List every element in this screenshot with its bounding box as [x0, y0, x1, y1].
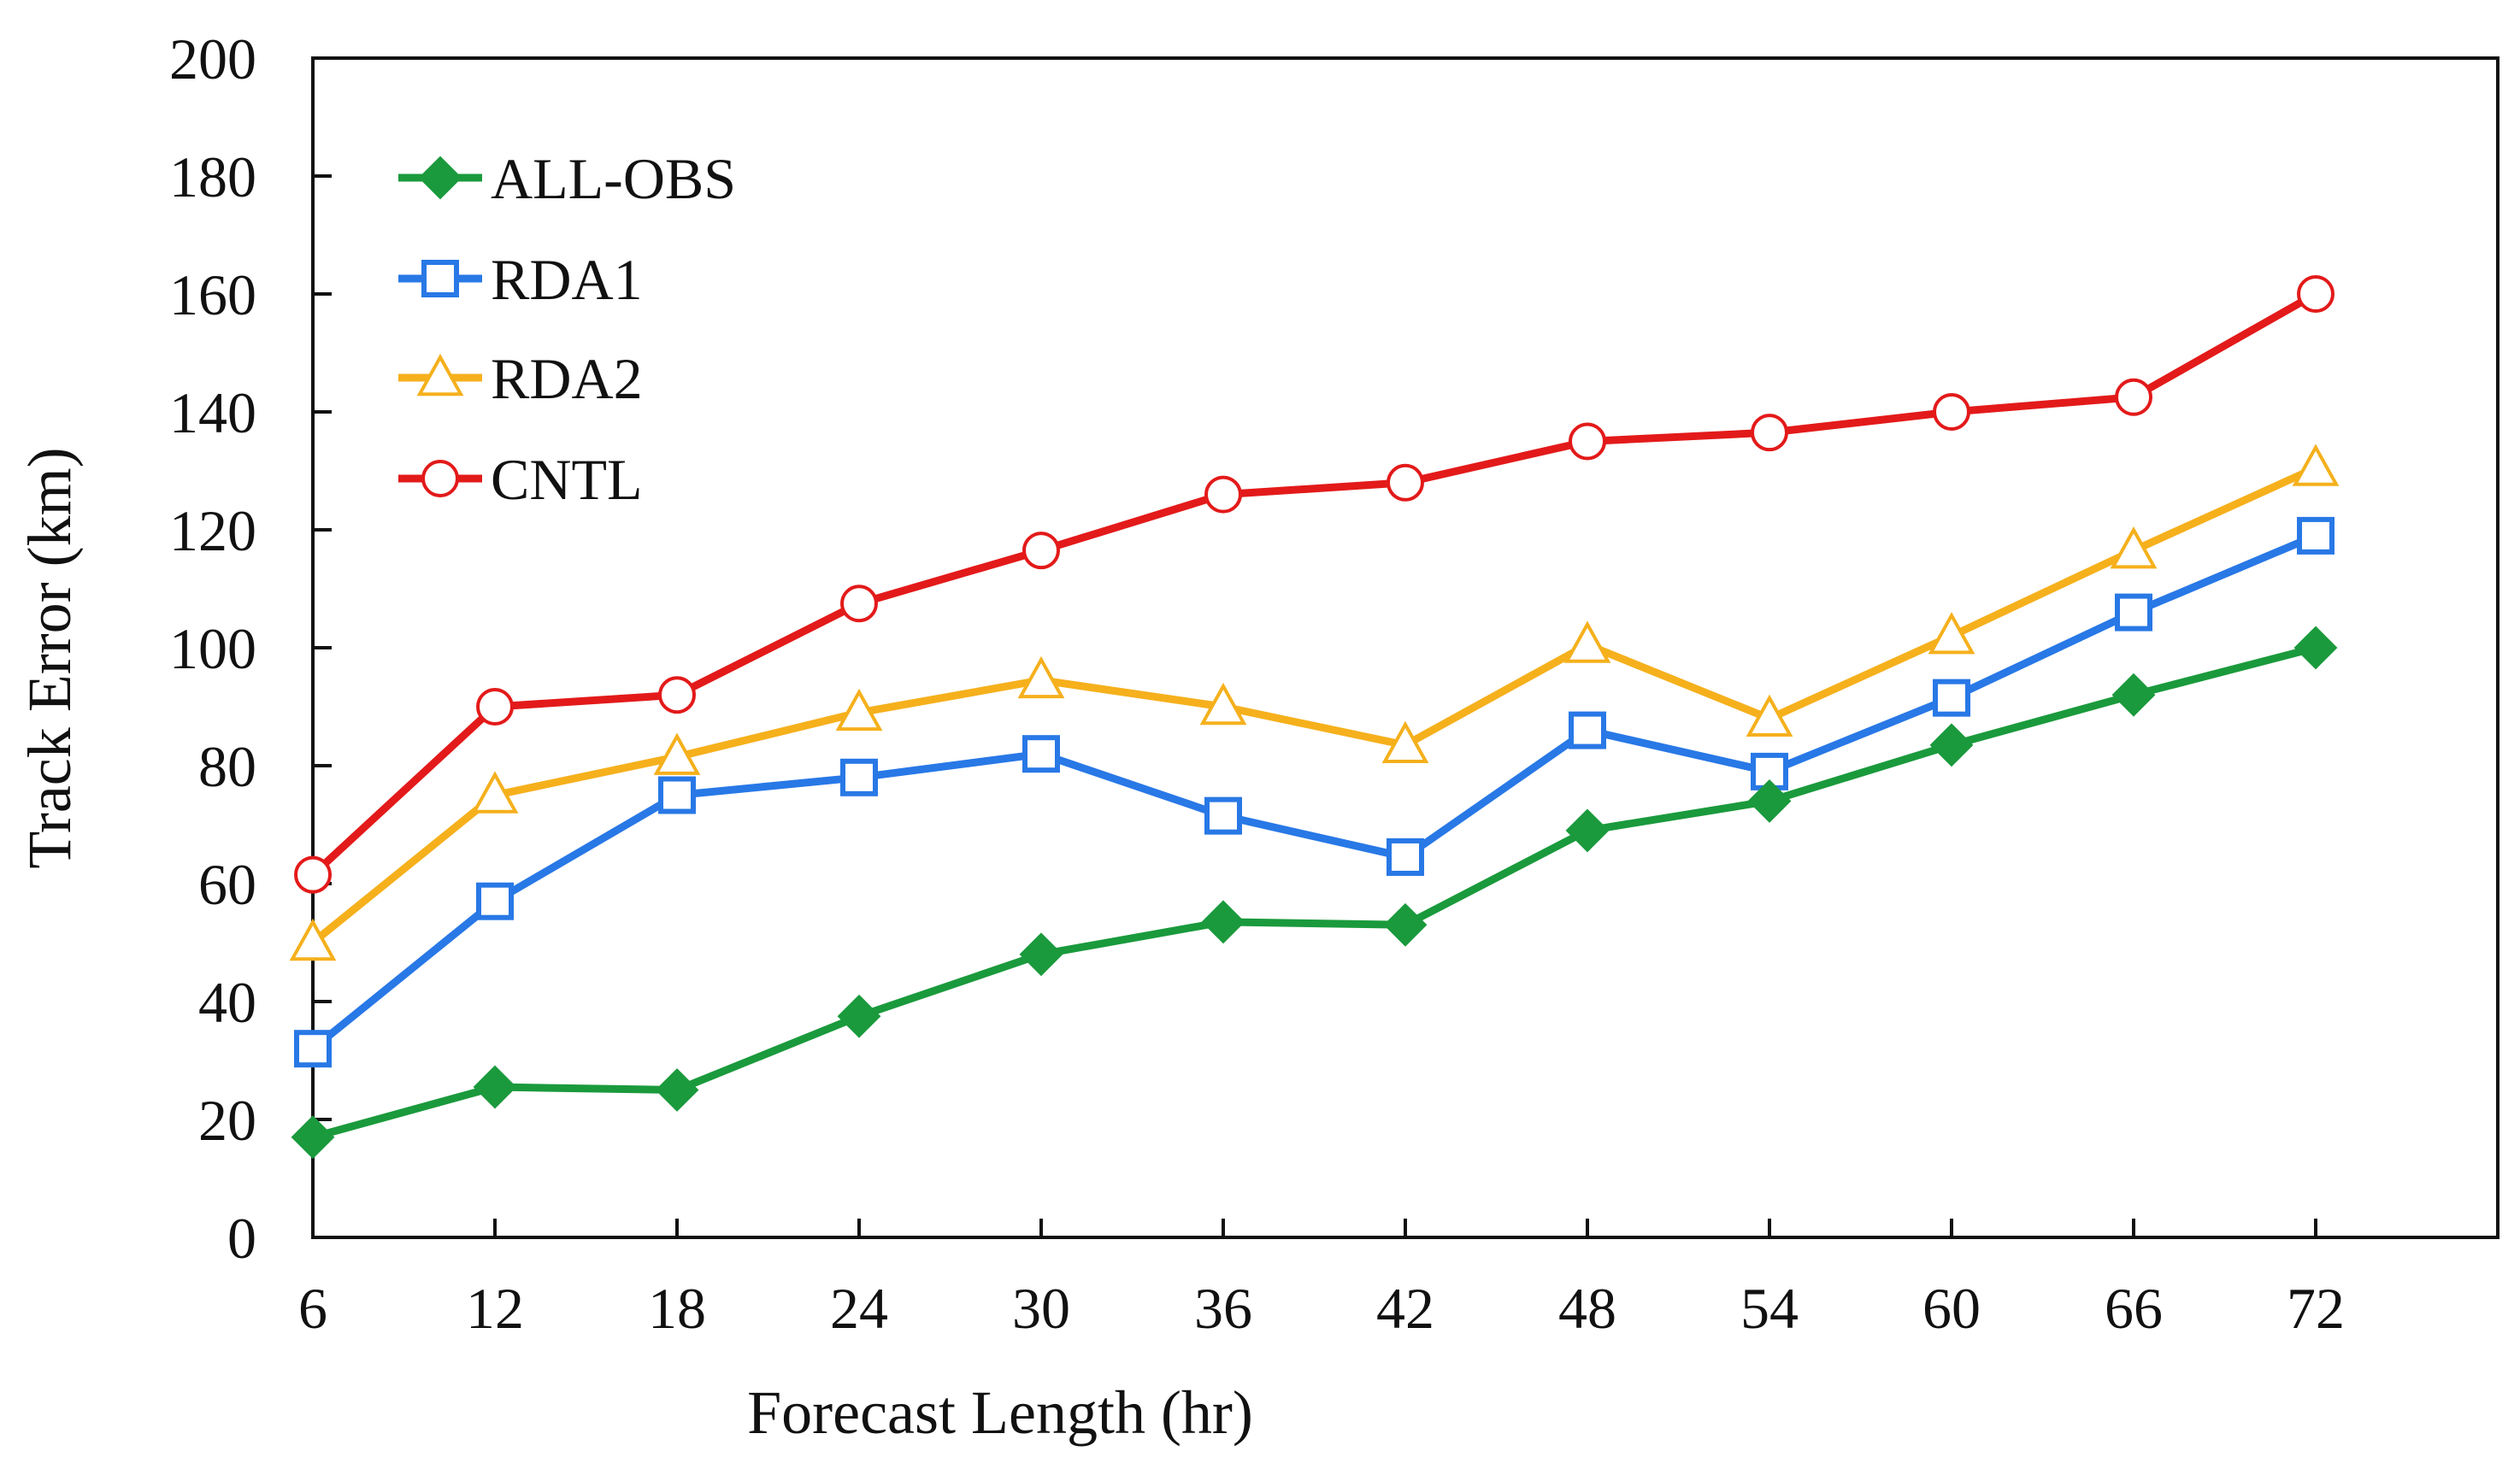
legend-label-rda1: RDA1: [491, 247, 643, 312]
data-point-all-obs: [291, 1115, 335, 1160]
series-line-rda1: [309, 532, 2320, 1053]
x-tick-label: 24: [830, 1276, 888, 1341]
data-point-all-obs: [2293, 626, 2338, 670]
data-point-cntl: [840, 585, 878, 623]
data-point-rda2: [289, 918, 337, 961]
x-tick-label: 54: [1740, 1276, 1799, 1341]
data-point-all-obs: [1565, 808, 1610, 853]
data-point-rda2: [653, 732, 701, 775]
data-point-all-obs: [1383, 902, 1428, 947]
y-tick-label: 180: [169, 144, 256, 209]
y-tick-label: 100: [169, 616, 256, 681]
y-tick-label: 80: [198, 734, 256, 799]
plot-frame: [311, 56, 2499, 1239]
data-point-rda1: [1569, 711, 1606, 749]
data-point-cntl: [476, 688, 514, 726]
data-point-rda1: [2115, 593, 2152, 632]
series-rda1: [294, 516, 2335, 1068]
data-point-all-obs: [837, 994, 881, 1038]
legend-label-rda2: RDA2: [491, 346, 643, 411]
x-tick-label: 12: [466, 1276, 524, 1341]
data-point-cntl: [294, 855, 332, 894]
data-point-rda1: [840, 758, 878, 796]
x-axis-title: Forecast Length (hr): [747, 1378, 1253, 1447]
x-tick-label: 72: [2287, 1276, 2345, 1341]
y-axis-title: Track Error (km): [15, 447, 84, 868]
x-tick-label: 42: [1376, 1276, 1434, 1341]
data-point-rda1: [2297, 516, 2335, 555]
x-tick-label: 6: [298, 1276, 327, 1341]
legend-marker-all-obs: [418, 156, 462, 200]
y-tick-label: 40: [198, 970, 256, 1035]
data-point-rda1: [1204, 796, 1242, 835]
data-point-cntl: [1569, 422, 1606, 461]
data-point-rda2: [1199, 682, 1247, 726]
x-axis: 6 12 18 24 30 36 42 48 54 60 66 72: [298, 1219, 2345, 1341]
data-point-all-obs: [1019, 932, 1063, 977]
data-point-all-obs: [2111, 673, 2156, 717]
x-tick-label: 60: [1922, 1276, 1981, 1341]
data-point-cntl: [1387, 463, 1424, 502]
series-layer: [289, 275, 2340, 1160]
y-tick-label: 140: [169, 380, 256, 445]
data-point-rda1: [476, 882, 514, 920]
data-point-rda2: [471, 771, 519, 814]
data-point-rda2: [1746, 694, 1793, 737]
legend-marker-cntl: [421, 460, 459, 497]
data-point-all-obs: [655, 1068, 699, 1112]
y-tick-label: 60: [198, 852, 256, 917]
legend-marker-rda2: [416, 353, 464, 397]
data-point-rda1: [294, 1030, 332, 1068]
data-point-rda1: [1933, 679, 1970, 717]
x-tick-label: 36: [1194, 1276, 1252, 1341]
series-all-obs: [291, 626, 2338, 1160]
data-point-cntl: [1751, 414, 1788, 452]
data-point-rda2: [2292, 444, 2340, 486]
legend-marker-rda1: [421, 260, 459, 297]
x-tick-label: 30: [1012, 1276, 1070, 1341]
data-point-all-obs: [1747, 779, 1792, 823]
x-tick-label: 48: [1558, 1276, 1616, 1341]
series-rda2: [289, 444, 2340, 961]
data-point-all-obs: [1201, 900, 1245, 944]
x-tick-label: 18: [648, 1276, 706, 1341]
series-line-cntl: [309, 290, 2320, 879]
y-tick-label: 160: [169, 262, 256, 327]
data-point-rda1: [658, 776, 696, 814]
data-point-cntl: [1022, 532, 1060, 570]
data-point-all-obs: [473, 1065, 517, 1109]
data-point-rda1: [1022, 735, 1060, 773]
x-tick-label: 66: [2105, 1276, 2163, 1341]
data-point-rda2: [1381, 720, 1429, 764]
data-point-rda2: [835, 688, 883, 732]
y-axis: 0 20 40 60 80 100 120 140 160 180 200: [169, 26, 332, 1271]
data-point-rda2: [1563, 620, 1611, 663]
legend-label-all-obs: ALL-OBS: [491, 146, 736, 211]
data-point-cntl: [1933, 393, 1970, 431]
data-point-all-obs: [1929, 723, 1974, 767]
data-point-cntl: [1204, 475, 1242, 514]
legend-label-cntl: CNTL: [491, 447, 643, 512]
series-cntl: [294, 275, 2335, 894]
data-point-cntl: [658, 676, 696, 714]
y-tick-label: 20: [198, 1088, 256, 1153]
series-line-rda2: [309, 464, 2320, 947]
data-point-rda2: [2110, 526, 2158, 569]
legend: ALL-OBS RDA1 RDA2 CNTL: [398, 146, 736, 512]
y-tick-label: 120: [169, 498, 256, 563]
y-tick-label: 0: [227, 1206, 256, 1271]
data-point-rda2: [1017, 655, 1065, 699]
data-point-rda2: [1928, 612, 1975, 655]
series-line-all-obs: [309, 643, 2320, 1142]
data-point-cntl: [2297, 275, 2335, 313]
data-point-rda1: [1387, 837, 1424, 876]
y-tick-label: 200: [169, 26, 256, 91]
data-point-cntl: [2115, 378, 2152, 416]
